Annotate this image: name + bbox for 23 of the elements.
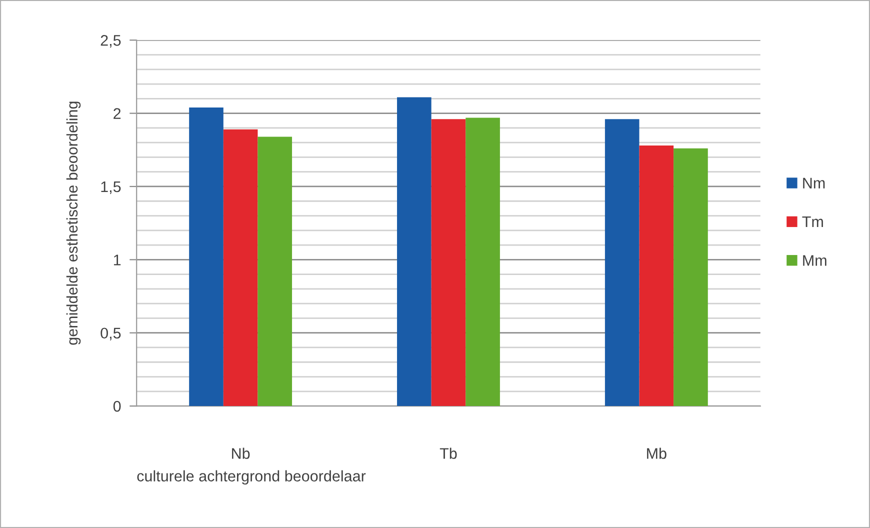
bar [258,136,292,406]
legend-label: Nm [803,178,825,188]
y-tick-label: 0 [113,400,121,412]
y-tick-label: 2 [114,108,121,119]
bar [397,97,432,406]
bar [223,129,258,406]
bar [189,107,224,406]
x-axis-title: culturele achtergrond beoordelaar [137,470,366,485]
legend-label: Mm [803,255,826,266]
y-axis-title: gemiddelde esthetische beoordeling [66,102,81,345]
legend-label: Tm [802,216,823,228]
x-tick-label: Nb [232,448,250,459]
bar [431,119,466,406]
bar [674,148,708,406]
y-tick-label: 2,5 [100,34,121,48]
bar [466,118,500,406]
x-tick-label: Tb [440,448,457,459]
bar [604,119,640,406]
y-tick-label: 0,5 [100,328,121,340]
y-tick-label: 1 [114,254,121,266]
bar [639,146,674,406]
y-tick-label: 1,5 [101,182,121,194]
x-tick-label: Mb [647,448,666,459]
